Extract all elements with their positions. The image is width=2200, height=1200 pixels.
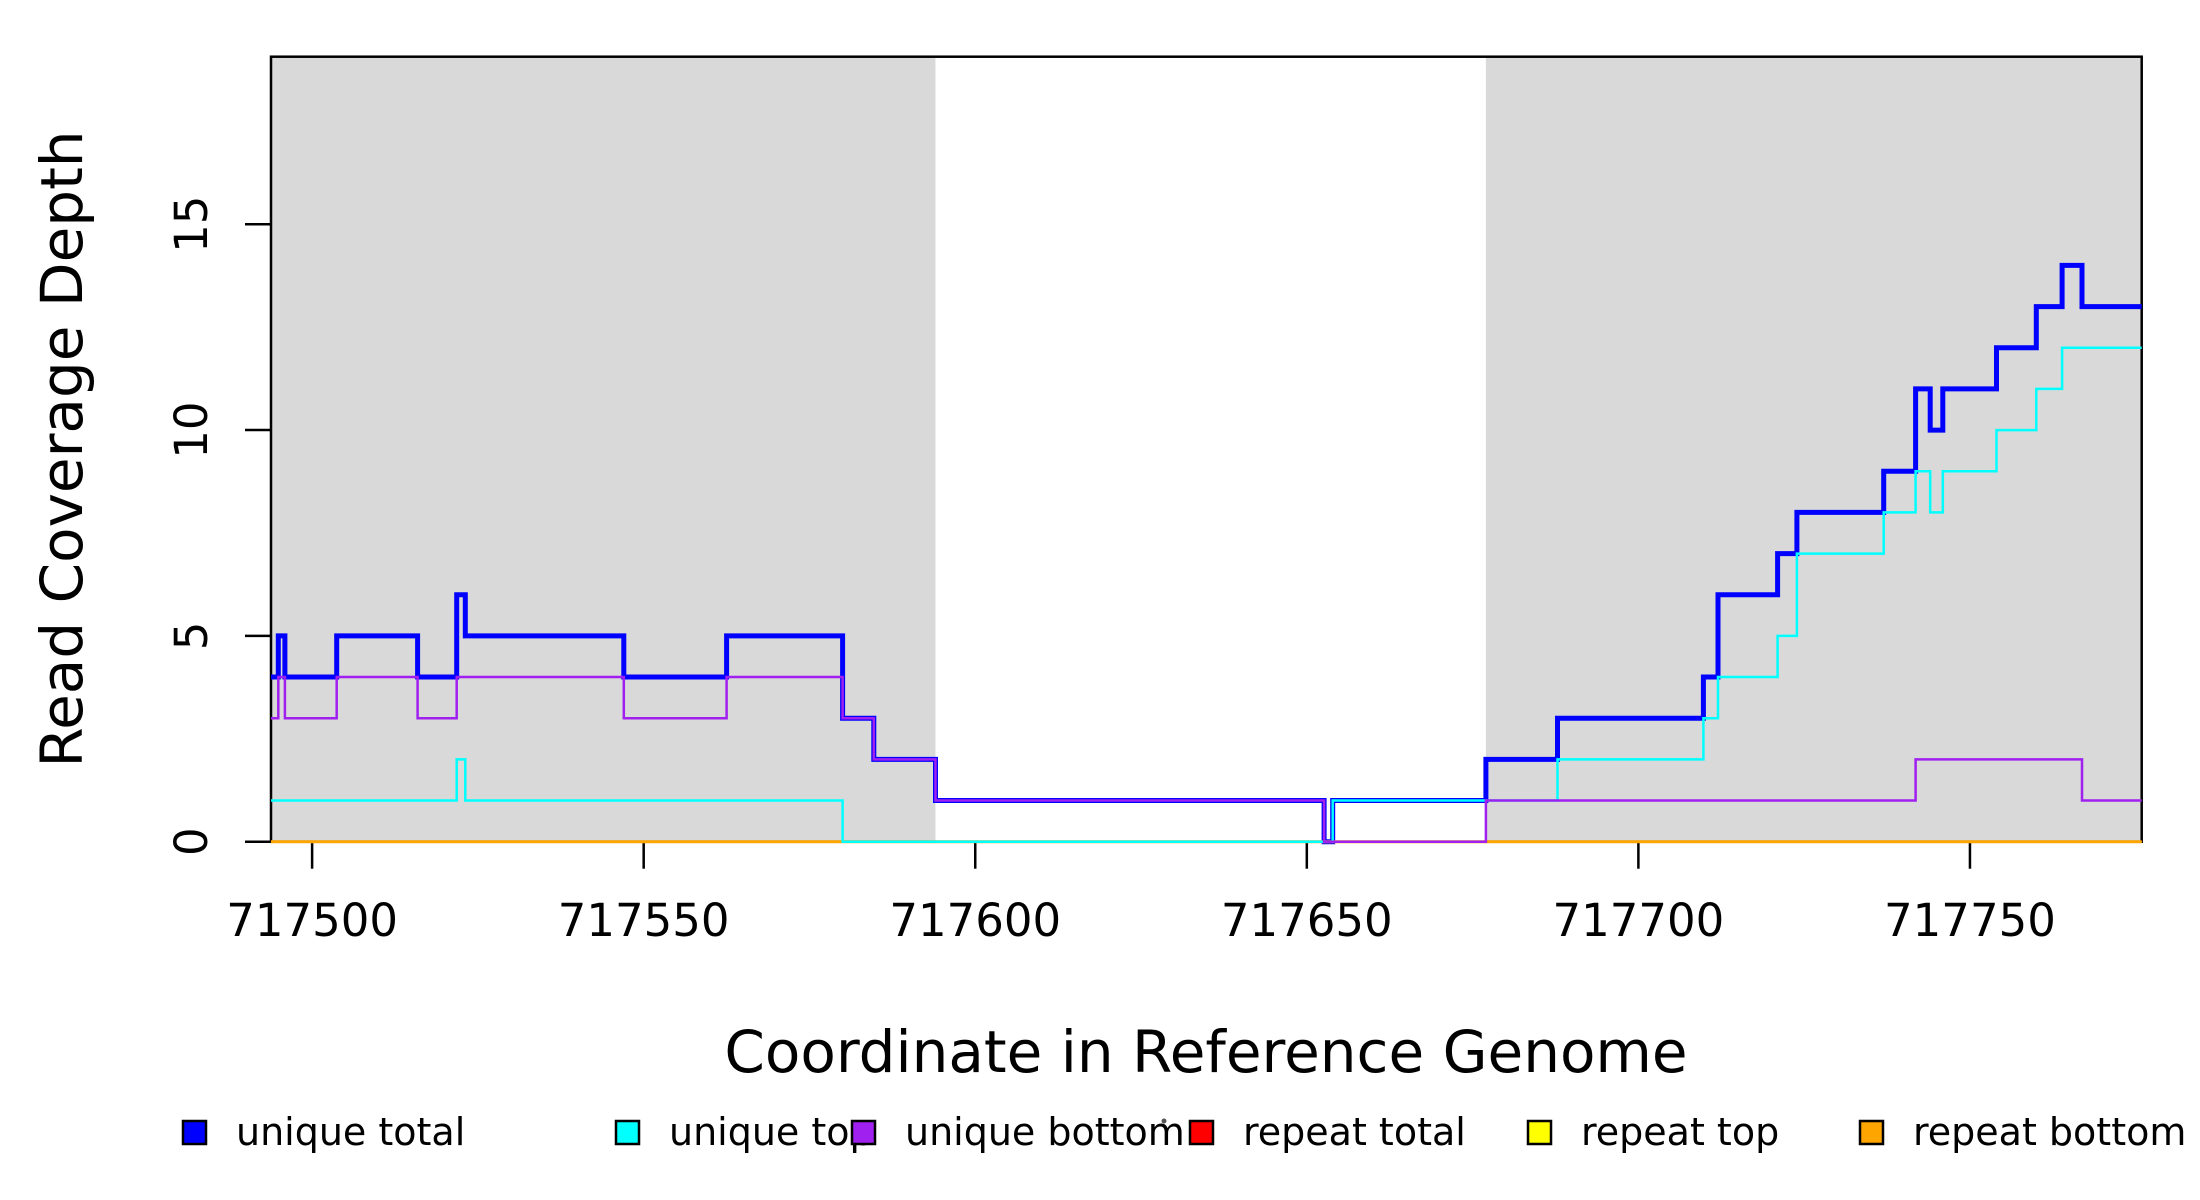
series-lines <box>271 262 2142 845</box>
shaded-region <box>271 56 936 842</box>
x-tick-label: 717750 <box>1884 894 2056 947</box>
x-axis-title: Coordinate in Reference Genome <box>724 1018 1687 1086</box>
legend-stray-dot <box>1161 1118 1167 1124</box>
legend-label-repeat-total: repeat total <box>1243 1110 1466 1154</box>
legend-swatch-repeat-total <box>1188 1119 1215 1146</box>
legend-swatch-unique-total <box>181 1119 208 1146</box>
series-unique-bottom-line <box>271 675 2142 843</box>
shaded-region <box>1485 56 2142 842</box>
y-axis-title: Read Coverage Depth <box>28 130 96 767</box>
x-tick-label: 717700 <box>1552 894 1724 947</box>
legend-swatch-repeat-top <box>1526 1119 1553 1146</box>
legend-label-unique-top: unique top <box>669 1110 874 1154</box>
axes: 717500 717550 717600 717650 717700 717750 0 5 10… <box>165 55 2143 947</box>
y-tick-label: 10 <box>165 401 218 458</box>
legend-label-unique-bottom: unique bottom <box>905 1110 1185 1154</box>
shaded-regions <box>271 56 2142 842</box>
x-tick-label: 717650 <box>1221 894 1393 947</box>
y-tick-label: 5 <box>165 622 218 651</box>
y-tick-label: 15 <box>165 196 218 253</box>
y-tick-label: 0 <box>165 827 218 856</box>
legend-label-unique-total: unique total <box>236 1110 465 1154</box>
series-unique-total-line <box>271 262 2142 845</box>
legend-swatch-repeat-bottom <box>1858 1119 1885 1146</box>
legend-label-repeat-top: repeat top <box>1581 1110 1779 1154</box>
legend-swatch-unique-top <box>614 1119 641 1146</box>
x-tick-label: 717550 <box>558 894 730 947</box>
legend-swatch-unique-bottom <box>850 1119 877 1146</box>
x-tick-label: 717600 <box>889 894 1061 947</box>
legend: unique total unique top unique bottom repea… <box>181 1110 2186 1154</box>
x-tick-label: 717500 <box>226 894 398 947</box>
series-unique-top-line <box>271 346 2142 843</box>
legend-label-repeat-bottom: repeat bottom <box>1913 1110 2186 1154</box>
